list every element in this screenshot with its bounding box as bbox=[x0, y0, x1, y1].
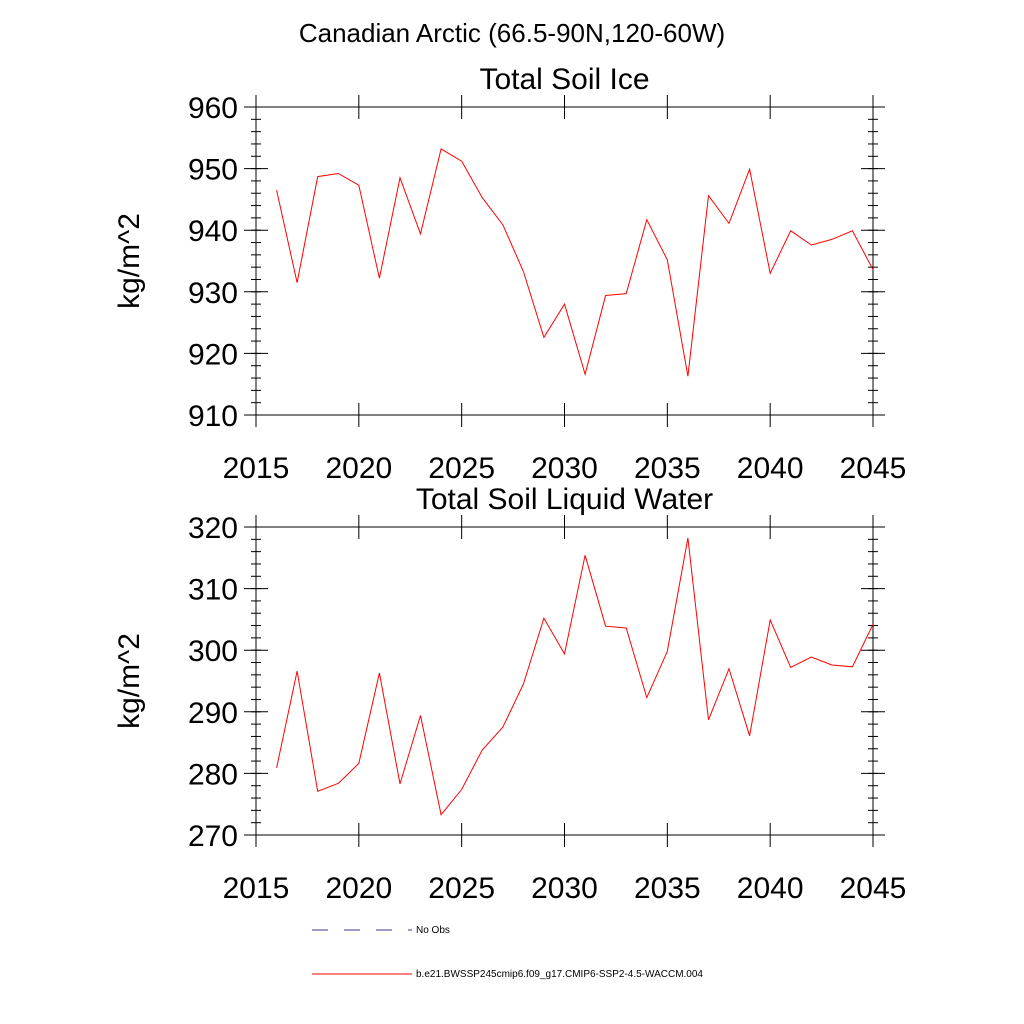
y-tick-label: 940 bbox=[188, 215, 238, 248]
y-tick-label: 290 bbox=[188, 697, 238, 730]
y-tick-label: 300 bbox=[188, 635, 238, 668]
chart-title: Total Soil Ice bbox=[479, 63, 649, 96]
y-tick-label: 280 bbox=[188, 758, 238, 791]
chart-title: Total Soil Liquid Water bbox=[416, 483, 713, 516]
x-tick-label: 2020 bbox=[325, 872, 392, 905]
x-tick-label: 2015 bbox=[223, 452, 290, 485]
y-tick-label: 320 bbox=[188, 512, 238, 545]
x-tick-label: 2035 bbox=[634, 452, 701, 485]
legend: No Obs b.e21.BWSSP245cmip6.f09_g17.CMIP6… bbox=[312, 925, 703, 980]
x-tick-label: 2045 bbox=[840, 452, 907, 485]
plot-frame bbox=[255, 106, 874, 416]
y-tick-label: 270 bbox=[188, 820, 238, 853]
panel-total-soil-ice: Total Soil Ice 910 920 930 940 950 960 2015 2020… bbox=[113, 63, 906, 485]
y-tick-label: 930 bbox=[188, 277, 238, 310]
x-tick-label: 2040 bbox=[737, 452, 804, 485]
legend-label-model: b.e21.BWSSP245cmip6.f09_g17.CMIP6-SSP2-4… bbox=[416, 969, 703, 980]
x-tick-label: 2025 bbox=[428, 452, 495, 485]
y-tick-label: 960 bbox=[188, 92, 238, 125]
legend-label-no-obs: No Obs bbox=[416, 925, 450, 936]
x-tick-label: 2030 bbox=[531, 872, 598, 905]
series-line bbox=[276, 538, 874, 816]
series-line bbox=[276, 148, 874, 377]
x-tick-label: 2045 bbox=[840, 872, 907, 905]
y-axis-label: kg/m^2 bbox=[113, 213, 146, 309]
y-tick-label: 950 bbox=[188, 154, 238, 187]
y-tick-label: 920 bbox=[188, 338, 238, 371]
x-tick-label: 2040 bbox=[737, 872, 804, 905]
x-tick-label: 2025 bbox=[428, 872, 495, 905]
panel-total-soil-liquid-water: Total Soil Liquid Water 270 280 290 300 310 32… bbox=[113, 483, 906, 905]
plot-frame bbox=[255, 526, 874, 836]
y-tick-label: 310 bbox=[188, 574, 238, 607]
y-tick-label: 910 bbox=[188, 400, 238, 433]
y-axis-label: kg/m^2 bbox=[113, 633, 146, 729]
x-tick-label: 2030 bbox=[531, 452, 598, 485]
figure-suptitle: Canadian Arctic (66.5-90N,120-60W) bbox=[299, 18, 725, 48]
x-tick-label: 2015 bbox=[223, 872, 290, 905]
x-tick-label: 2020 bbox=[325, 452, 392, 485]
x-tick-label: 2035 bbox=[634, 872, 701, 905]
